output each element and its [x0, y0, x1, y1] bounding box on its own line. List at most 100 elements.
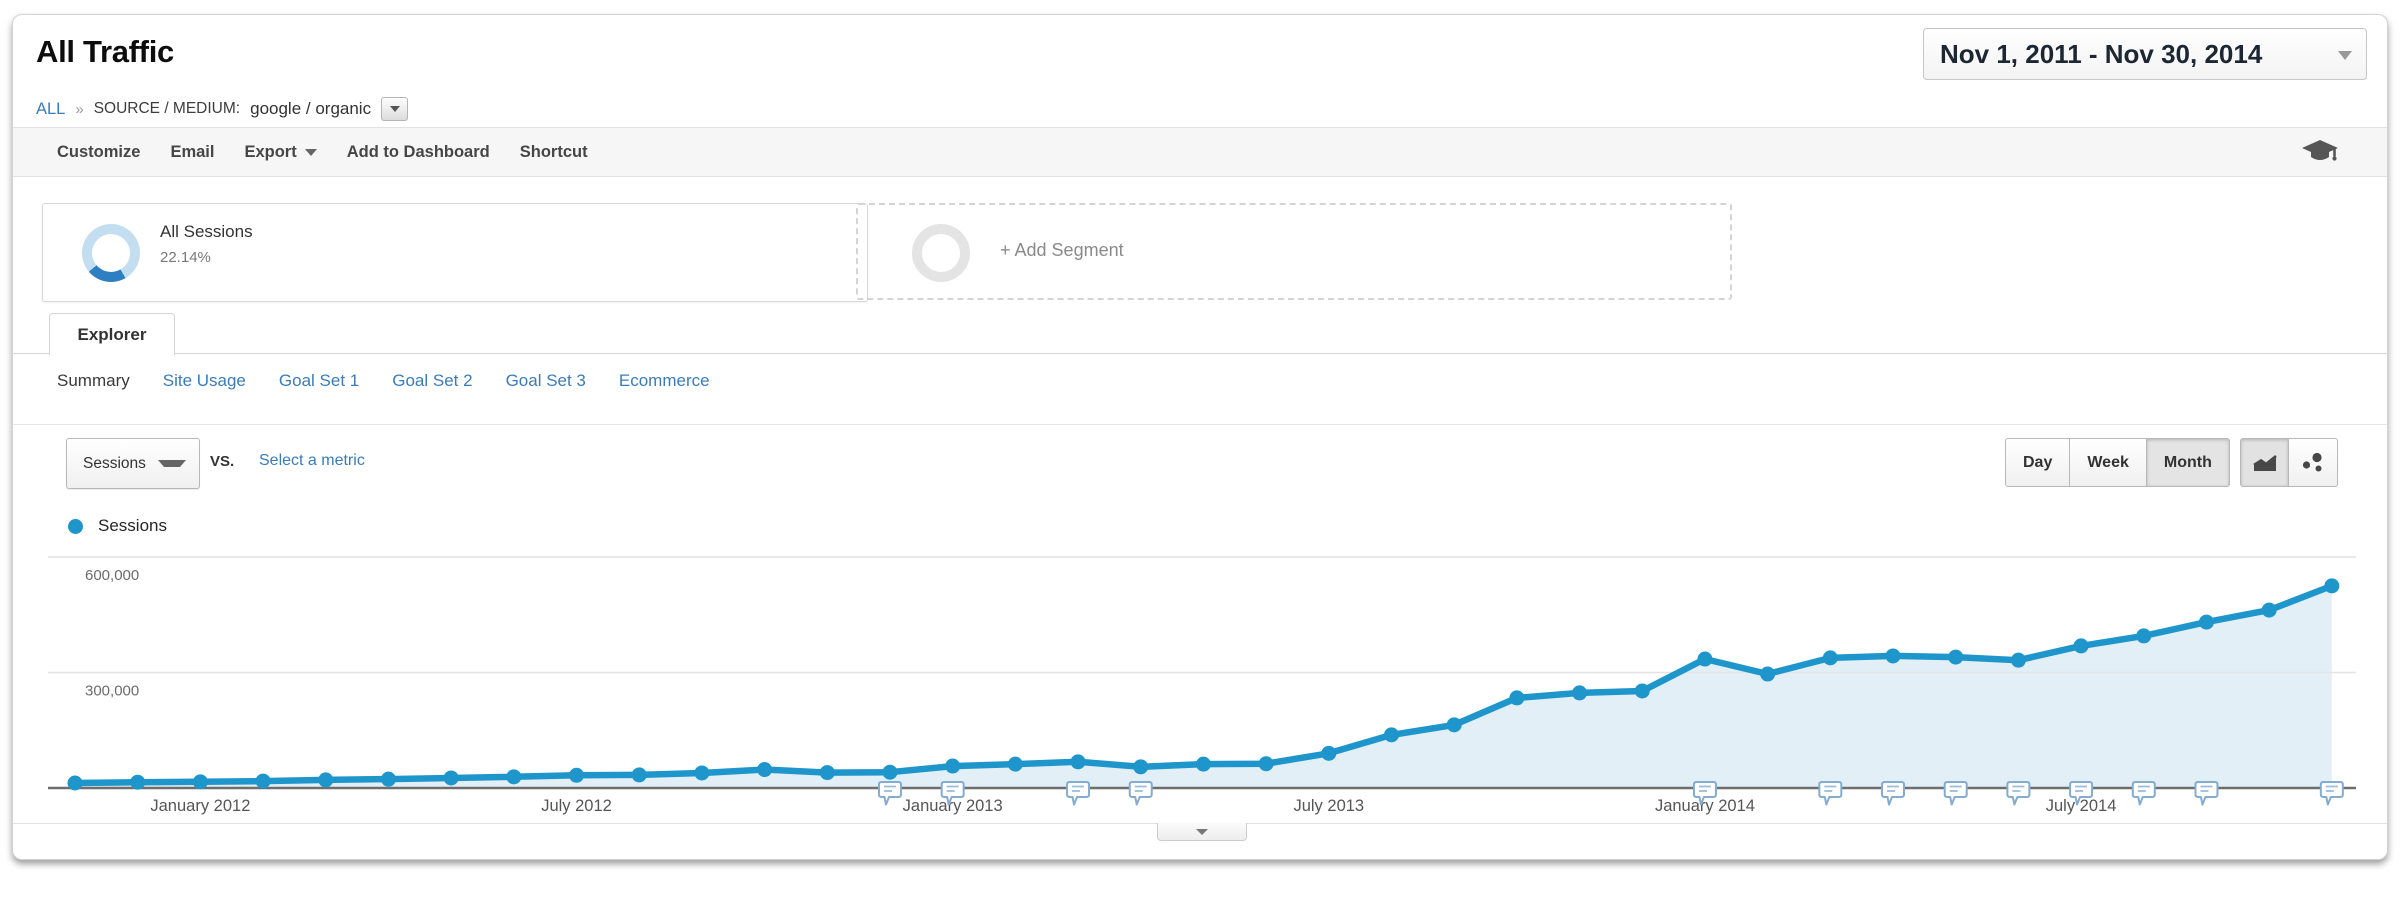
- data-point[interactable]: [2136, 628, 2152, 644]
- svg-text:January 2012: January 2012: [150, 797, 250, 815]
- export-button[interactable]: Export: [244, 143, 317, 162]
- data-point[interactable]: [443, 770, 459, 786]
- granularity-day-button[interactable]: Day: [2005, 438, 2071, 487]
- page-title: All Traffic: [36, 34, 174, 69]
- annotation-marker-icon[interactable]: [2194, 781, 2219, 806]
- subtab-site-usage[interactable]: Site Usage: [162, 371, 246, 390]
- data-point[interactable]: [192, 774, 208, 790]
- data-point[interactable]: [130, 774, 146, 790]
- chart-legend: Sessions: [68, 516, 167, 536]
- all-sessions-label: All Sessions: [160, 222, 253, 241]
- vs-label: vs.: [210, 453, 235, 470]
- subtab-goal-set-2[interactable]: Goal Set 2: [392, 371, 473, 390]
- data-point[interactable]: [1509, 690, 1525, 706]
- data-point[interactable]: [506, 769, 522, 785]
- svg-text:January 2013: January 2013: [903, 797, 1003, 815]
- all-sessions-percent: 22.14%: [160, 249, 211, 266]
- breadcrumb-dimension-label: SOURCE / MEDIUM:: [93, 100, 241, 117]
- add-segment-label: + Add Segment: [1000, 240, 1124, 260]
- svg-text:July 2014: July 2014: [2046, 797, 2117, 815]
- date-range-selector[interactable]: Nov 1, 2011 - Nov 30, 2014: [1923, 28, 2367, 80]
- data-point[interactable]: [694, 765, 710, 781]
- data-point[interactable]: [2261, 602, 2277, 618]
- subtab-divider: [13, 424, 2387, 425]
- subtab-summary[interactable]: Summary: [57, 371, 130, 390]
- add-to-dashboard-button[interactable]: Add to Dashboard: [346, 142, 490, 161]
- line-chart-button[interactable]: [2240, 438, 2289, 487]
- data-point[interactable]: [2010, 652, 2026, 668]
- data-point[interactable]: [569, 767, 585, 783]
- annotation-marker-icon[interactable]: [1128, 781, 1153, 806]
- data-point[interactable]: [1383, 727, 1399, 743]
- annotation-marker-icon[interactable]: [2006, 781, 2031, 806]
- breadcrumb-all-link[interactable]: ALL: [36, 99, 66, 118]
- all-sessions-donut: [82, 224, 140, 282]
- data-point[interactable]: [882, 764, 898, 780]
- svg-text:600,000: 600,000: [85, 567, 139, 584]
- tutorial-button[interactable]: [2300, 138, 2340, 173]
- data-point[interactable]: [2198, 614, 2214, 630]
- data-point[interactable]: [1572, 685, 1588, 701]
- data-point[interactable]: [1321, 745, 1337, 761]
- add-segment-button[interactable]: [856, 203, 1732, 300]
- annotation-marker-icon[interactable]: [940, 781, 965, 806]
- granularity-month-button[interactable]: Month: [2146, 438, 2230, 487]
- data-point[interactable]: [380, 771, 396, 787]
- data-point[interactable]: [1697, 651, 1713, 667]
- data-point[interactable]: [2073, 638, 2089, 654]
- sessions-line-chart[interactable]: 600,000 300,000 January 2012 July 2012 Janua…: [0, 535, 2400, 845]
- select-a-metric-link[interactable]: Select a metric: [259, 452, 365, 469]
- data-point[interactable]: [1948, 649, 1964, 665]
- annotation-marker-icon[interactable]: [2131, 781, 2156, 806]
- all-sessions-segment-card[interactable]: [42, 203, 868, 302]
- data-point[interactable]: [1070, 754, 1086, 770]
- report-toolbar: Customize Email Export Add to Dashboard …: [13, 127, 2387, 177]
- data-point[interactable]: [757, 762, 773, 778]
- annotation-marker-icon[interactable]: [1692, 781, 1717, 806]
- data-point[interactable]: [2324, 578, 2340, 594]
- data-point[interactable]: [1822, 650, 1838, 666]
- data-point[interactable]: [1007, 756, 1023, 772]
- data-point[interactable]: [1885, 648, 1901, 664]
- calendar-dropdown-arrow-icon: [2338, 51, 2352, 60]
- data-point[interactable]: [631, 767, 647, 783]
- data-point[interactable]: [819, 765, 835, 781]
- graduation-cap-icon: [2302, 140, 2338, 161]
- data-point[interactable]: [1634, 683, 1650, 699]
- tab-explorer[interactable]: Explorer: [49, 313, 175, 355]
- annotation-marker-icon[interactable]: [877, 781, 902, 806]
- legend-label: Sessions: [98, 516, 167, 535]
- svg-text:July 2013: July 2013: [1293, 797, 1364, 815]
- date-range-value: Nov 1, 2011 - Nov 30, 2014: [1940, 38, 2263, 69]
- data-point[interactable]: [1195, 756, 1211, 772]
- annotation-marker-icon[interactable]: [2069, 781, 2094, 806]
- subtab-ecommerce[interactable]: Ecommerce: [618, 371, 710, 390]
- metric-dropdown[interactable]: Sessions: [66, 438, 200, 489]
- data-point[interactable]: [1258, 756, 1274, 772]
- svg-text:July 2012: July 2012: [541, 797, 612, 815]
- data-point[interactable]: [67, 775, 83, 791]
- data-point[interactable]: [318, 772, 334, 788]
- data-point[interactable]: [1760, 666, 1776, 682]
- data-point[interactable]: [255, 773, 271, 789]
- annotations-expander[interactable]: [1157, 823, 1247, 841]
- shortcut-button[interactable]: Shortcut: [519, 142, 588, 161]
- expand-annotations-arrow-icon: [1196, 828, 1208, 835]
- annotation-marker-icon[interactable]: [2319, 781, 2344, 806]
- data-point[interactable]: [1133, 759, 1149, 775]
- customize-button[interactable]: Customize: [57, 142, 141, 161]
- metric-dropdown-arrow-icon: [158, 460, 186, 467]
- subtab-goal-set-3[interactable]: Goal Set 3: [505, 371, 586, 390]
- annotation-marker-icon[interactable]: [1066, 781, 1091, 806]
- granularity-week-button[interactable]: Week: [2070, 438, 2147, 487]
- data-point[interactable]: [1446, 717, 1462, 733]
- subtab-goal-set-1[interactable]: Goal Set 1: [278, 371, 360, 390]
- annotation-marker-icon[interactable]: [1943, 781, 1968, 806]
- data-point[interactable]: [945, 758, 961, 774]
- motion-chart-button[interactable]: [2289, 438, 2338, 487]
- annotation-marker-icon[interactable]: [1881, 781, 1906, 806]
- breadcrumb-dropdown-button[interactable]: [381, 97, 409, 121]
- email-button[interactable]: Email: [170, 142, 215, 161]
- annotation-marker-icon[interactable]: [1818, 781, 1843, 806]
